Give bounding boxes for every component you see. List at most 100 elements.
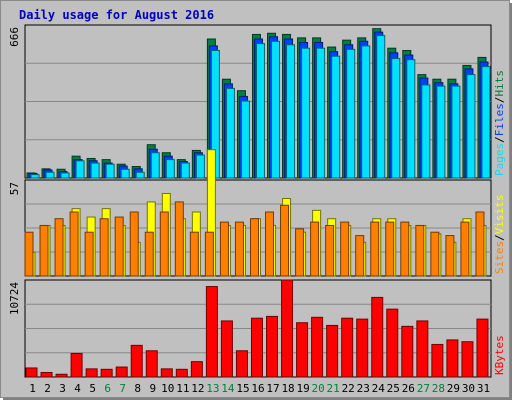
top-bar-pages-day-27 xyxy=(421,84,431,179)
bottom-bar-kbytes-day-4 xyxy=(70,352,83,378)
legend-item-sites: Sites xyxy=(493,241,506,274)
x-tick-label-day-7: 7 xyxy=(119,382,126,395)
bottom-bar-kbytes-day-16 xyxy=(250,317,263,378)
middle-bar-sites-day-16 xyxy=(249,218,259,277)
bottom-bar-kbytes-day-12 xyxy=(190,361,203,378)
top-bar-pages-day-6 xyxy=(105,163,115,179)
top-bar-pages-day-19 xyxy=(301,47,311,179)
middle-bar-sites-day-15 xyxy=(234,221,244,277)
top-bar-pages-day-12 xyxy=(195,154,205,179)
x-tick-label-day-21: 21 xyxy=(327,382,340,395)
x-tick-label-day-1: 1 xyxy=(29,382,36,395)
bottom-bar-kbytes-day-29 xyxy=(446,339,459,378)
x-tick-label-day-29: 29 xyxy=(447,382,460,395)
top-bar-pages-day-7 xyxy=(120,168,130,179)
bottom-bar-kbytes-day-18 xyxy=(281,279,294,378)
middle-bar-sites-day-12 xyxy=(189,231,199,277)
top-bar-pages-day-22 xyxy=(346,48,356,179)
middle-bar-sites-day-5 xyxy=(84,231,94,277)
x-tick-label-day-15: 15 xyxy=(236,382,249,395)
x-tick-label-day-28: 28 xyxy=(432,382,445,395)
top-bar-pages-day-25 xyxy=(391,58,401,179)
x-tick-label-day-31: 31 xyxy=(477,382,490,395)
middle-panel: 57 Sites/Visits xyxy=(8,149,506,277)
middle-bar-sites-day-6 xyxy=(99,218,109,277)
top-bar-pages-day-17 xyxy=(271,40,281,179)
bottom-bar-kbytes-day-2 xyxy=(40,371,53,378)
middle-bar-sites-day-20 xyxy=(310,221,320,277)
middle-bar-sites-day-24 xyxy=(370,221,380,277)
top-bar-pages-day-9 xyxy=(150,152,160,179)
top-bar-pages-day-4 xyxy=(75,160,85,179)
bottom-bar-kbytes-day-6 xyxy=(100,368,113,378)
x-tick-label-day-25: 25 xyxy=(387,382,400,395)
middle-bar-sites-day-1 xyxy=(24,231,34,277)
top-legend: Pages/Files/Hits xyxy=(493,70,506,176)
middle-bar-sites-day-19 xyxy=(295,228,305,277)
bottom-bar-kbytes-day-8 xyxy=(130,344,143,378)
bottom-bar-kbytes-day-30 xyxy=(461,341,474,378)
middle-bar-sites-day-11 xyxy=(174,201,184,277)
x-tick-label-day-16: 16 xyxy=(251,382,264,395)
bottom-bar-kbytes-day-19 xyxy=(296,322,309,378)
middle-bar-sites-day-29 xyxy=(445,235,455,277)
top-bar-pages-day-20 xyxy=(316,47,326,179)
x-tick-label-day-11: 11 xyxy=(176,382,189,395)
middle-bar-sites-day-21 xyxy=(325,224,335,277)
top-bar-pages-day-28 xyxy=(436,85,446,179)
top-bar-pages-day-11 xyxy=(180,162,190,179)
bottom-bar-kbytes-day-15 xyxy=(235,350,248,378)
middle-bar-sites-day-30 xyxy=(460,221,470,277)
bottom-bar-kbytes-day-28 xyxy=(431,343,444,378)
middle-legend: Sites/Visits xyxy=(493,195,506,275)
bottom-bar-kbytes-day-11 xyxy=(175,368,188,378)
bottom-panel: 10724 KBytes xyxy=(8,279,506,378)
x-tick-label-day-27: 27 xyxy=(417,382,430,395)
top-bar-pages-day-23 xyxy=(361,45,371,179)
bottom-bar-kbytes-day-25 xyxy=(386,308,399,378)
middle-bar-sites-day-26 xyxy=(400,221,410,277)
bottom-bar-kbytes-day-23 xyxy=(356,318,369,378)
middle-bar-sites-day-17 xyxy=(265,211,275,277)
x-tick-label-day-26: 26 xyxy=(402,382,415,395)
x-tick-label-day-10: 10 xyxy=(161,382,174,395)
x-tick-label-day-14: 14 xyxy=(221,382,235,395)
x-tick-label-day-13: 13 xyxy=(206,382,219,395)
bottom-bar-kbytes-day-17 xyxy=(266,315,279,378)
bottom-bar-kbytes-day-1 xyxy=(25,367,38,378)
middle-bar-sites-day-4 xyxy=(69,211,79,277)
top-bar-pages-day-21 xyxy=(331,55,341,179)
middle-bar-sites-day-9 xyxy=(144,231,154,277)
middle-ymax-label: 57 xyxy=(8,182,21,195)
chart-panels: 666Pages/Files/Hits57Sites/Visits10724KB… xyxy=(8,24,506,378)
top-bar-pages-day-18 xyxy=(286,44,296,179)
x-tick-label-day-12: 12 xyxy=(191,382,204,395)
x-tick-label-day-18: 18 xyxy=(281,382,294,395)
middle-bar-sites-day-13 xyxy=(204,231,214,277)
bottom-legend: KBytes xyxy=(493,335,506,375)
chart-title: Daily usage for August 2016 xyxy=(19,8,214,22)
legend-separator: / xyxy=(493,97,506,104)
middle-bar-sites-day-3 xyxy=(54,218,64,277)
top-bar-pages-day-5 xyxy=(90,162,100,179)
legend-separator: / xyxy=(493,136,506,143)
bottom-bar-kbytes-day-3 xyxy=(55,373,68,378)
middle-bar-sites-day-28 xyxy=(430,231,440,277)
x-tick-label-day-24: 24 xyxy=(372,382,386,395)
legend-item-kbytes: KBytes xyxy=(493,335,506,375)
x-tick-label-day-17: 17 xyxy=(266,382,279,395)
x-tick-label-day-6: 6 xyxy=(104,382,111,395)
x-tick-label-day-22: 22 xyxy=(342,382,355,395)
middle-bar-sites-day-23 xyxy=(355,235,365,277)
bottom-bar-kbytes-day-10 xyxy=(160,368,173,378)
bottom-bar-kbytes-day-31 xyxy=(476,318,489,378)
top-bar-pages-day-24 xyxy=(376,35,386,179)
legend-separator: / xyxy=(493,234,506,241)
legend-item-pages: Pages xyxy=(493,143,506,176)
x-axis-day-labels: 1 2 3 4 5 6 7 8 9 10 11 12 13 14 15 16 17 18 19 20 21 22 23 24 2… xyxy=(29,382,490,395)
top-bar-pages-day-15 xyxy=(240,100,250,179)
top-bar-pages-day-14 xyxy=(225,87,235,179)
legend-item-visits: Visits xyxy=(493,195,506,235)
